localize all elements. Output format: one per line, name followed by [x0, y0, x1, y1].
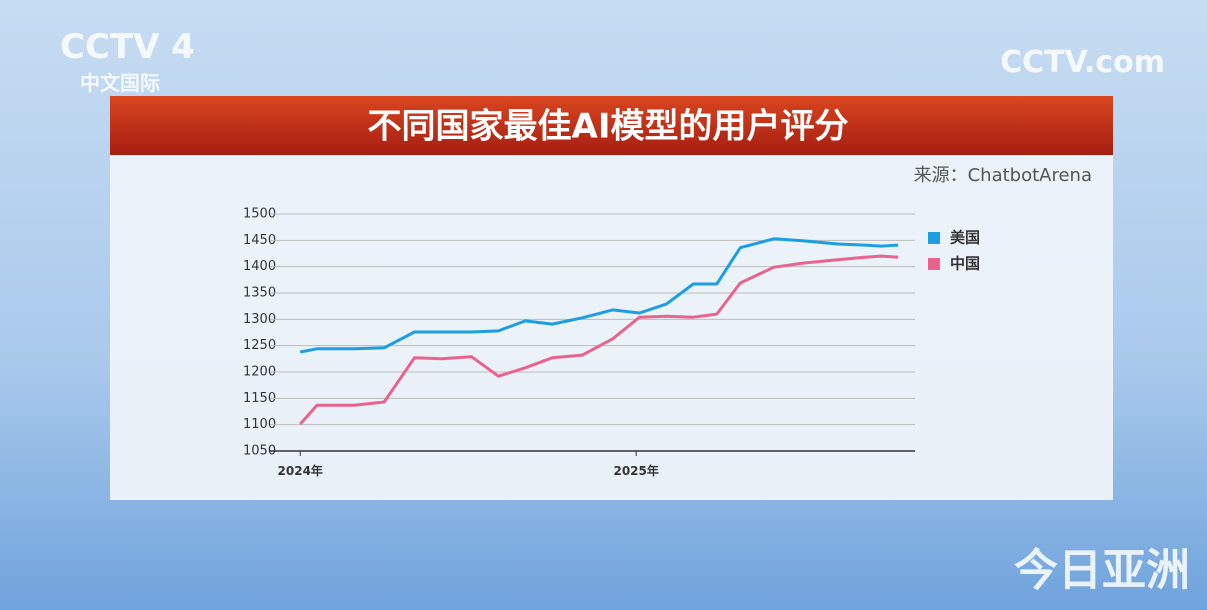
- y-tick-label: 1300: [243, 312, 276, 327]
- legend-swatch: [928, 258, 940, 270]
- legend-label: 中国: [950, 255, 980, 273]
- channel-logo: CCTV 4: [60, 27, 195, 67]
- legend-label: 美国: [950, 229, 980, 247]
- y-tick-label: 1100: [243, 417, 276, 432]
- y-tick-label: 1250: [243, 338, 276, 353]
- y-tick-label: 1400: [243, 259, 276, 274]
- series-line: [299, 237, 899, 354]
- channel-subtitle: 中文国际: [80, 71, 160, 95]
- chart-title: 不同国家最佳AI模型的用户评分: [368, 107, 849, 147]
- y-tick-label: 1500: [243, 207, 276, 222]
- legend-swatch: [928, 232, 940, 244]
- y-tick-label: 1200: [243, 365, 276, 380]
- x-tick-label: 2024年: [278, 463, 323, 478]
- site-logo: CCTV.com: [1000, 45, 1165, 80]
- y-tick-label: 1050: [243, 444, 276, 459]
- series-line: [299, 254, 899, 426]
- y-tick-label: 1450: [243, 233, 276, 248]
- title-bar: [110, 96, 1113, 155]
- chart-panel: [110, 155, 1113, 500]
- x-tick-label: 2025年: [613, 463, 658, 478]
- program-watermark: 今日亚洲: [1014, 545, 1190, 596]
- y-tick-label: 1350: [243, 286, 276, 301]
- plot: 1050 1100 1150 1200 1250 1300 1350 1400 1450 1500…: [243, 207, 980, 479]
- y-tick-label: 1150: [243, 391, 276, 406]
- chart-source: 来源：ChatbotArena: [914, 165, 1092, 186]
